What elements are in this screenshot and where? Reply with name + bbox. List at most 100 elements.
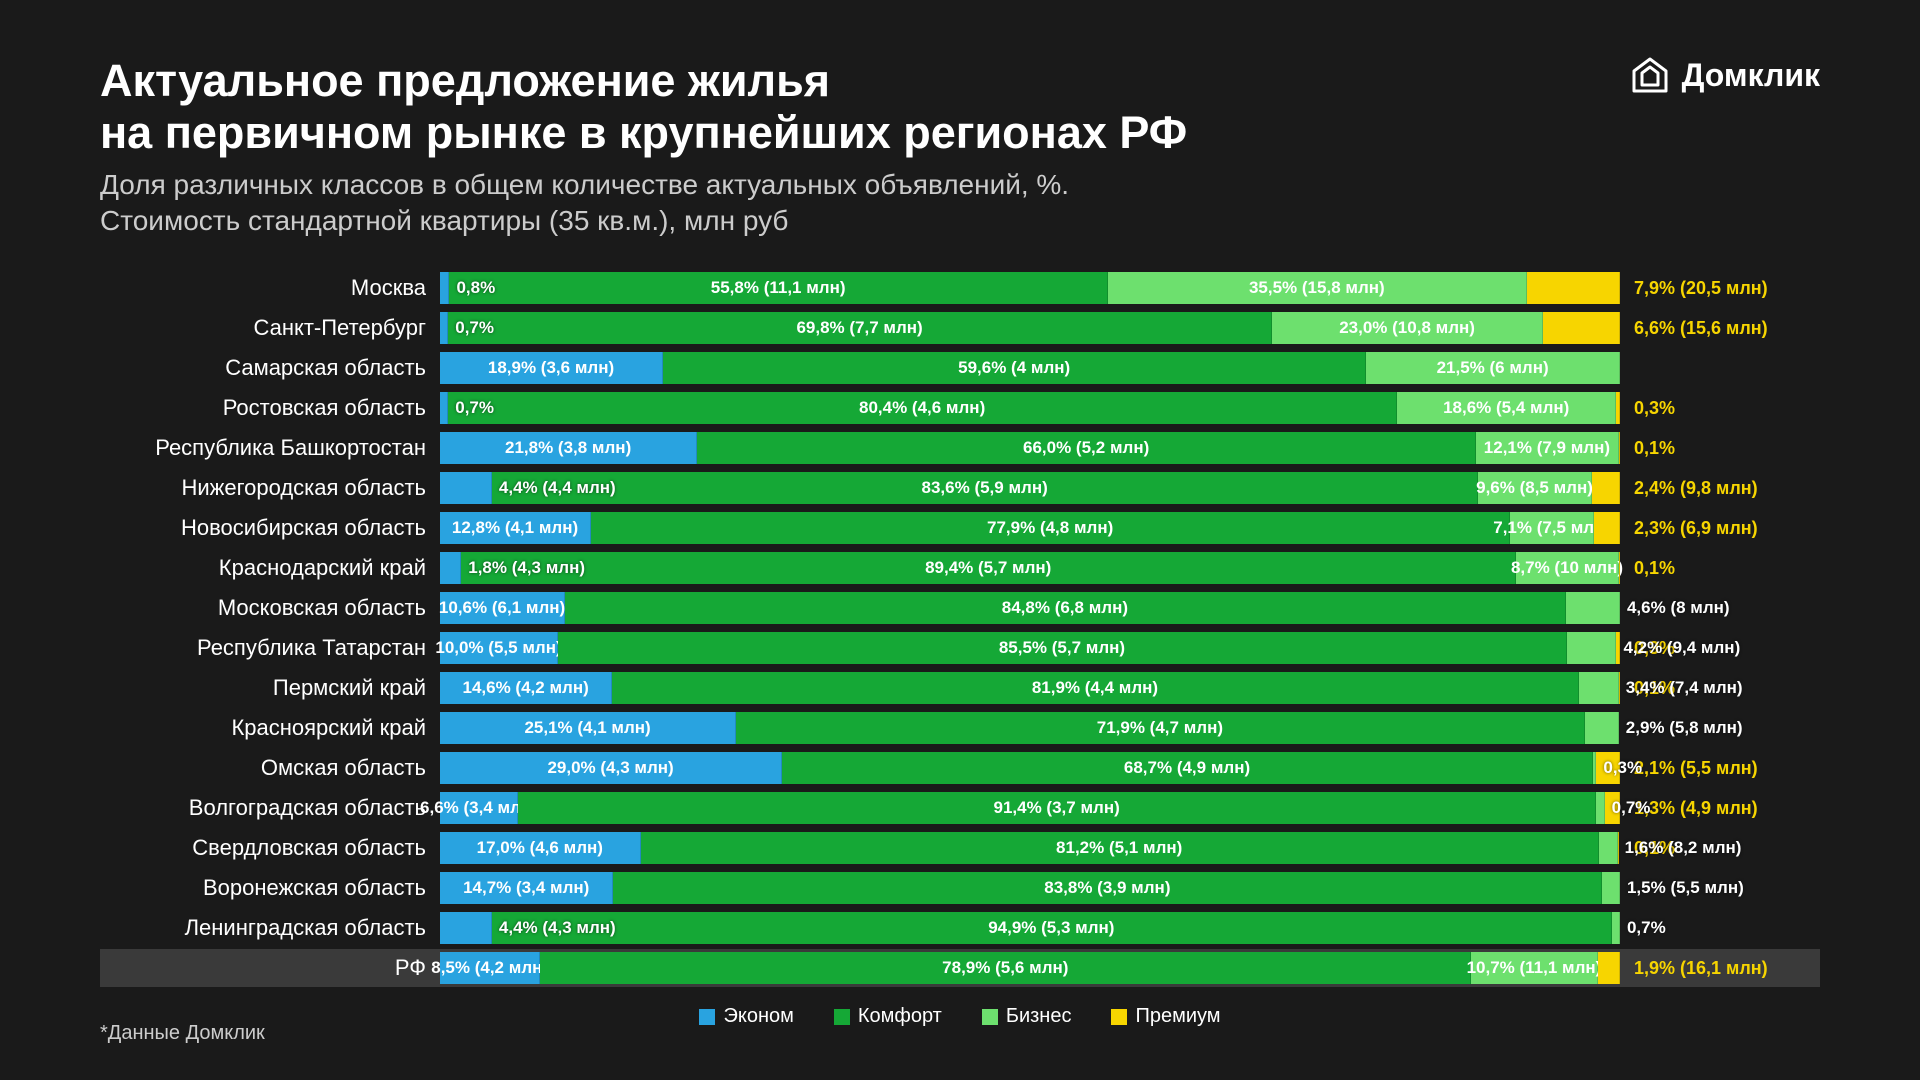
bar-segment-premium	[1618, 832, 1619, 864]
segment-label: 89,4% (5,7 млн)	[921, 558, 1055, 578]
segment-label: 68,7% (4,9 млн)	[1120, 758, 1254, 778]
bar: 10,0% (5,5 млн) 85,5% (5,7 млн) 4,2% (9,4 …	[440, 632, 1620, 664]
row-label: Самарская область	[100, 355, 440, 381]
bar-segment-premium	[1543, 312, 1620, 344]
legend-swatch	[1111, 1009, 1127, 1025]
bar-segment-business: 8,7% (10 млн)	[1516, 552, 1619, 584]
chart-row: Республика Татарстан10,0% (5,5 млн)85,5%…	[100, 629, 1820, 667]
legend-item: Премиум	[1111, 1005, 1220, 1028]
bar-segment-premium	[1527, 272, 1620, 304]
bar-segment-business: 0,7%	[1612, 912, 1620, 944]
segment-label: 84,8% (6,8 млн)	[998, 598, 1132, 618]
segment-label: 21,5% (6 млн)	[1433, 358, 1553, 378]
overflow-label: 2,3% (6,9 млн)	[1620, 518, 1820, 539]
bar-segment-business: 35,5% (15,8 млн)	[1108, 272, 1527, 304]
bar-segment-comfort: 71,9% (4,7 млн)	[736, 712, 1584, 744]
chart-row: Республика Башкортостан 21,8% (3,8 млн) 66…	[100, 429, 1820, 467]
brand-text: Домклик	[1682, 57, 1820, 94]
bar-segment-comfort: 85,5% (5,7 млн)	[558, 632, 1567, 664]
bar-segment-econom: 25,1% (4,1 млн)	[440, 712, 736, 744]
bar-segment-business: 18,6% (5,4 млн)	[1397, 392, 1616, 424]
segment-label: 71,9% (4,7 млн)	[1093, 718, 1227, 738]
bar-segment-business: 23,0% (10,8 млн)	[1272, 312, 1543, 344]
bar-segment-comfort: 78,9% (5,6 млн)	[540, 952, 1471, 984]
chart-row: Санкт-Петербург0,7%69,8% (7,7 млн)23,0% …	[100, 309, 1820, 347]
bar-segment-econom: 1,8% (4,3 млн)	[440, 552, 461, 584]
overflow-label: 2,4% (9,8 млн)	[1620, 478, 1820, 499]
chart-row: Москва0,8%55,8% (11,1 млн)35,5% (15,8 мл…	[100, 269, 1820, 307]
overflow-label: 2,1% (5,5 млн)	[1620, 758, 1820, 779]
bar-segment-comfort: 81,9% (4,4 млн)	[612, 672, 1578, 704]
bar-segment-comfort: 59,6% (4 млн)	[663, 352, 1366, 384]
bar-segment-econom: 10,0% (5,5 млн)	[440, 632, 558, 664]
bar-segment-econom: 6,6% (3,4 млн)	[440, 792, 518, 824]
bar-segment-business: 4,6% (8 млн)	[1566, 592, 1620, 624]
segment-label: 4,2% (9,4 млн)	[1619, 638, 1744, 658]
segment-label: 94,9% (5,3 млн)	[984, 918, 1118, 938]
bar-segment-business: 7,1% (7,5 млн)	[1510, 512, 1594, 544]
row-label: Пермский край	[100, 675, 440, 701]
bar: 1,8% (4,3 млн) 89,4% (5,7 млн) 8,7% (10 мл…	[440, 552, 1620, 584]
row-label: Воронежская область	[100, 875, 440, 901]
bar-segment-comfort: 68,7% (4,9 млн)	[782, 752, 1593, 784]
segment-label: 10,7% (11,1 млн)	[1463, 958, 1606, 978]
segment-label: 35,5% (15,8 млн)	[1245, 278, 1389, 298]
segment-label: 4,4% (4,4 млн)	[495, 478, 620, 498]
header: Актуальное предложение жилья на первично…	[100, 55, 1820, 159]
row-label: Московская область	[100, 595, 440, 621]
bar: 8,5% (4,2 млн)78,9% (5,6 млн)10,7% (11,1…	[440, 952, 1620, 984]
segment-label: 0,7%	[451, 398, 498, 418]
segment-label: 1,8% (4,3 млн)	[464, 558, 589, 578]
segment-label: 17,0% (4,6 млн)	[473, 838, 607, 858]
row-label: Омская область	[100, 755, 440, 781]
segment-label: 78,9% (5,6 млн)	[938, 958, 1072, 978]
bar-segment-business: 2,9% (5,8 млн)	[1585, 712, 1619, 744]
segment-label: 8,7% (10 млн)	[1507, 558, 1627, 578]
segment-label: 2,9% (5,8 млн)	[1622, 718, 1747, 738]
bar-segment-business: 12,1% (7,9 млн)	[1476, 432, 1619, 464]
chart-row: Самарская область18,9% (3,6 млн)59,6% (4…	[100, 349, 1820, 387]
bar: 0,8% 55,8% (11,1 млн) 35,5% (15,8 млн)	[440, 272, 1620, 304]
bar-segment-econom: 4,4% (4,4 млн)	[440, 472, 492, 504]
segment-label: 55,8% (11,1 млн)	[707, 278, 850, 298]
legend-swatch	[699, 1009, 715, 1025]
segment-label: 10,6% (6,1 млн)	[435, 598, 569, 618]
bar-segment-comfort: 69,8% (7,7 млн)	[448, 312, 1272, 344]
bar-segment-econom: 17,0% (4,6 млн)	[440, 832, 641, 864]
bar-segment-business: 3,4% (7,4 млн)	[1579, 672, 1619, 704]
segment-label: 21,8% (3,8 млн)	[501, 438, 635, 458]
legend-label: Комфорт	[858, 1005, 942, 1028]
chart-row: Ростовская область0,7%80,4% (4,6 млн)18,…	[100, 389, 1820, 427]
row-label: Республика Башкортостан	[100, 435, 440, 461]
overflow-label: 0,3%	[1620, 398, 1820, 419]
bar-segment-comfort: 83,6% (5,9 млн)	[492, 472, 1478, 504]
row-label: РФ	[100, 955, 440, 981]
segment-label: 12,8% (4,1 млн)	[448, 518, 582, 538]
bar-segment-premium	[1594, 512, 1620, 544]
row-label: Краснодарский край	[100, 555, 440, 581]
legend-swatch	[982, 1009, 998, 1025]
segment-label: 18,6% (5,4 млн)	[1439, 398, 1573, 418]
segment-label: 83,8% (3,9 млн)	[1040, 878, 1174, 898]
segment-label: 29,0% (4,3 млн)	[543, 758, 677, 778]
bar: 12,8% (4,1 млн) 77,9% (4,8 млн)7,1% (7,5 …	[440, 512, 1620, 544]
segment-label: 59,6% (4 млн)	[954, 358, 1074, 378]
bar-segment-business: 10,7% (11,1 млн)	[1471, 952, 1597, 984]
legend-item: Эконом	[699, 1005, 793, 1028]
bar-segment-comfort: 66,0% (5,2 млн)	[697, 432, 1476, 464]
bar-segment-business: 4,2% (9,4 млн)	[1567, 632, 1617, 664]
bar-segment-premium	[1619, 552, 1620, 584]
stacked-bar-chart: Москва0,8%55,8% (11,1 млн)35,5% (15,8 мл…	[100, 269, 1820, 987]
bar: 4,4% (4,4 млн)83,6% (5,9 млн)9,6% (8,5 м…	[440, 472, 1620, 504]
segment-label: 0,8%	[452, 278, 499, 298]
segment-label: 91,4% (3,7 млн)	[990, 798, 1124, 818]
segment-label: 85,5% (5,7 млн)	[995, 638, 1129, 658]
bar: 0,7%69,8% (7,7 млн)23,0% (10,8 млн)	[440, 312, 1620, 344]
overflow-label: 1,9% (16,1 млн)	[1620, 958, 1820, 979]
segment-label: 1,5% (5,5 млн)	[1623, 878, 1748, 898]
bar: 0,7%80,4% (4,6 млн)18,6% (5,4 млн)	[440, 392, 1620, 424]
bar-segment-comfort: 77,9% (4,8 млн)	[591, 512, 1510, 544]
segment-label: 23,0% (10,8 млн)	[1335, 318, 1479, 338]
overflow-label: 0,1%	[1620, 558, 1820, 579]
segment-label: 83,6% (5,9 млн)	[918, 478, 1052, 498]
